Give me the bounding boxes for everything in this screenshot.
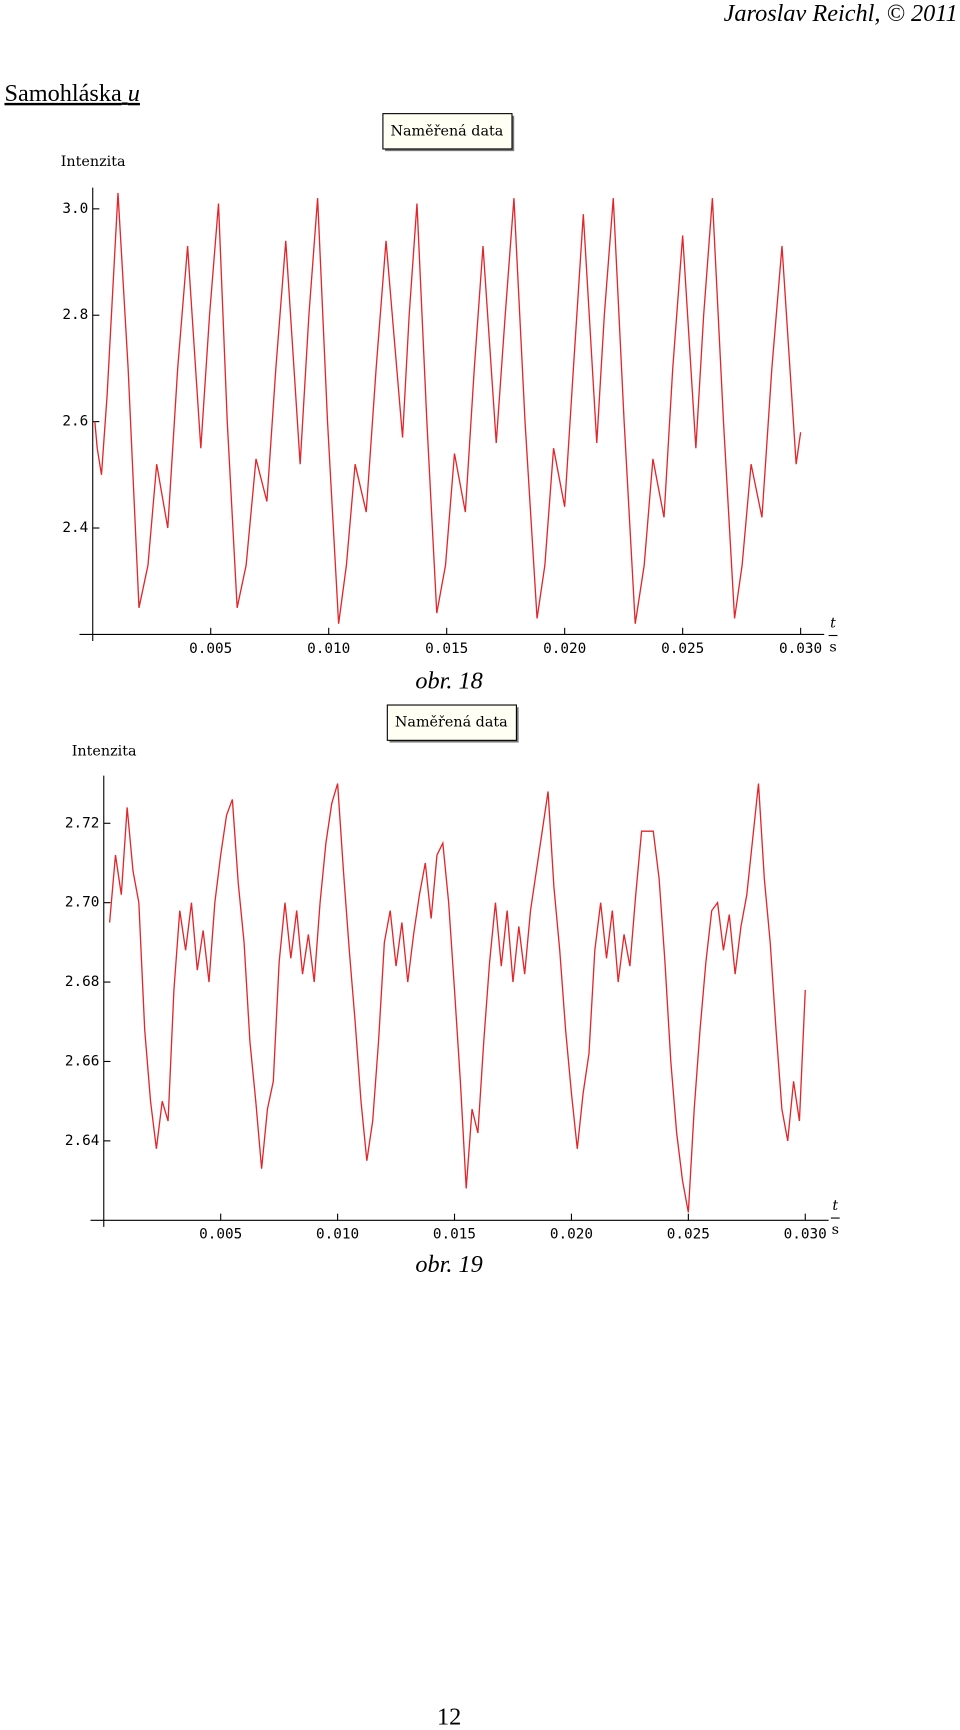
x-tick-label: 0.005 <box>199 1227 242 1243</box>
heading-italic: u <box>128 79 140 106</box>
y-tick-label: 2.64 <box>65 1133 100 1149</box>
data-line <box>94 192 802 624</box>
x-tick-label: 0.030 <box>784 1227 827 1243</box>
figure-caption: obr. 18 <box>415 668 482 695</box>
y-tick-label: 2.8 <box>62 307 88 323</box>
y-axis-label: Intenzita <box>72 743 137 759</box>
x-axis-unit: s <box>832 1222 839 1238</box>
x-tick-label: 0.025 <box>661 641 704 657</box>
y-tick-label: 2.70 <box>65 895 100 911</box>
y-tick-label: 3.0 <box>62 201 88 217</box>
legend-box <box>386 704 517 741</box>
legend-label: Naměřená data <box>395 715 508 731</box>
x-tick-label: 0.010 <box>316 1227 359 1243</box>
legend: Naměřená data <box>386 704 519 743</box>
data-line <box>108 783 806 1213</box>
x-tick-label: 0.020 <box>543 641 586 657</box>
x-tick-label: 0.020 <box>550 1227 593 1243</box>
x-tick-label: 0.015 <box>425 641 468 657</box>
x-tick-label: 0.010 <box>307 641 350 657</box>
x-axis-unit: s <box>829 640 836 656</box>
legend-label: Naměřená data <box>390 123 503 139</box>
y-tick-label: 2.4 <box>62 520 88 536</box>
x-axis-label: t <box>832 1198 838 1214</box>
y-tick-label: 2.68 <box>65 974 100 990</box>
page-number: 12 <box>437 1704 461 1730</box>
y-tick-label: 2.72 <box>65 815 100 831</box>
x-tick-label: 0.030 <box>779 641 822 657</box>
y-tick-label: 2.66 <box>65 1053 100 1069</box>
x-tick-label: 0.015 <box>433 1227 476 1243</box>
heading-text: Samohláska <box>4 79 121 106</box>
x-axis-label: t <box>830 615 836 631</box>
figure-caption: obr. 19 <box>415 1251 482 1278</box>
legend-box <box>382 113 513 150</box>
x-tick-label: 0.005 <box>189 641 232 657</box>
legend: Naměřená data <box>382 113 515 152</box>
y-tick-label: 2.6 <box>62 414 88 430</box>
y-axis-label: Intenzita <box>61 154 126 170</box>
x-tick-label: 0.025 <box>667 1227 710 1243</box>
section-heading: Samohláska u <box>4 79 139 106</box>
page-header: Jaroslav Reichl, © 2011 <box>724 0 958 27</box>
